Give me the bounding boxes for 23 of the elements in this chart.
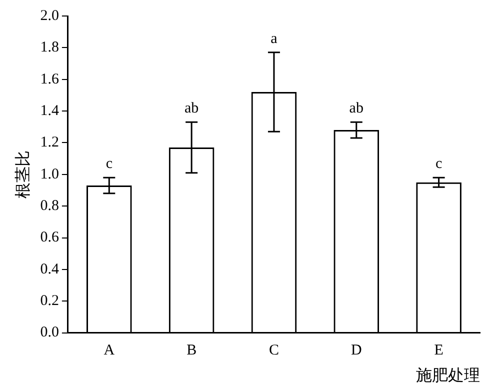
x-axis-title: 施肥处理 — [416, 366, 480, 385]
y-tick-label: 0.6 — [40, 230, 60, 246]
y-tick-label: 0.4 — [40, 261, 60, 278]
x-tick-label: C — [268, 342, 279, 359]
annotation: ab — [184, 100, 199, 117]
x-tick-label: A — [104, 342, 115, 359]
x-tick-label: D — [350, 342, 362, 359]
y-tick-label: 1.4 — [40, 102, 60, 119]
y-tick-label: 1.0 — [40, 166, 59, 182]
annotation: ab — [349, 100, 364, 117]
x-tick-label: B — [186, 342, 197, 359]
y-tick-label: 1.6 — [40, 71, 60, 88]
y-tick-label: 0.8 — [40, 198, 59, 214]
y-tick-label: 0.2 — [40, 293, 59, 310]
annotation: c — [435, 156, 442, 172]
x-tick-label: E — [434, 342, 444, 359]
y-tick-label: 2.0 — [40, 8, 59, 24]
annotation: c — [106, 156, 113, 172]
y-tick-label: 0.0 — [40, 324, 59, 341]
annotation: a — [270, 30, 278, 47]
y-axis-title: 根茎比 — [14, 150, 32, 198]
y-tick-label: 1.8 — [40, 40, 59, 56]
y-tick-label: 1.2 — [40, 134, 59, 151]
